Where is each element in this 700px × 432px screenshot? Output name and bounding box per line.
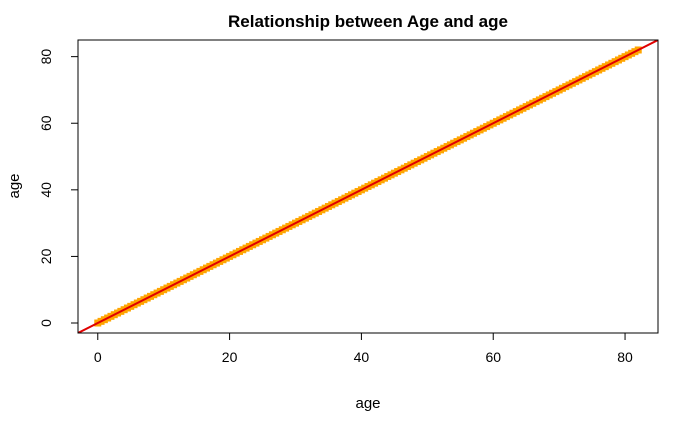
y-tick-label: 40 [38,182,54,198]
x-axis-label: age [355,395,380,412]
y-tick-label: 60 [38,115,54,131]
x-tick-label: 80 [617,349,633,365]
plot-area [78,40,658,333]
y-axis-label: age [6,173,23,198]
chart-title: Relationship between Age and age [228,12,508,31]
y-axis: 0 20 40 60 80 [38,49,79,327]
fit-line [78,40,658,333]
y-tick-label: 80 [38,49,54,65]
x-tick-label: 0 [94,349,102,365]
x-tick-label: 40 [354,349,370,365]
y-tick-label: 0 [38,319,54,327]
x-tick-label: 60 [485,349,501,365]
x-tick-label: 20 [222,349,238,365]
y-tick-label: 20 [38,248,54,264]
x-axis: 0 20 40 60 80 [94,332,633,365]
